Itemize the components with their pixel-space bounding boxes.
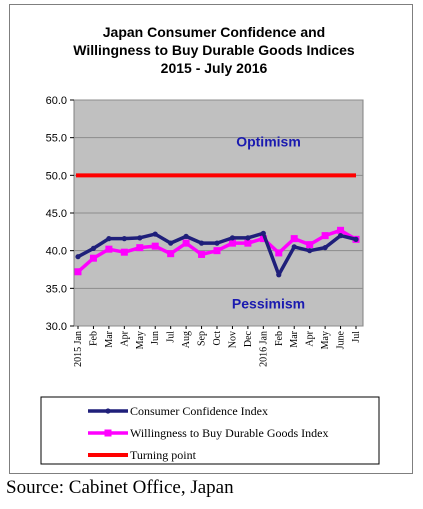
chart-title-line-3: 2015 - July 2016	[161, 60, 268, 76]
data-point-durable-goods	[337, 226, 345, 234]
y-tick-label: 55.0	[46, 133, 67, 145]
data-point-consumer-confidence	[168, 240, 174, 246]
legend: Consumer Confidence Index Willingness to …	[40, 396, 380, 465]
data-point-consumer-confidence	[121, 236, 127, 242]
data-point-consumer-confidence	[276, 272, 282, 278]
data-point-consumer-confidence	[106, 236, 112, 242]
legend-box	[40, 396, 380, 465]
x-tick-label: Nov	[227, 331, 238, 348]
y-tick-label: 50.0	[46, 170, 67, 182]
chart-title: Japan Consumer Confidence and Willingnes…	[73, 24, 355, 76]
x-tick-label: Feb	[88, 331, 99, 346]
x-tick-label: Mar	[104, 330, 115, 347]
data-point-consumer-confidence	[353, 236, 359, 242]
data-point-durable-goods	[275, 249, 283, 257]
x-tick-label: Feb	[274, 331, 285, 346]
source-note: Source: Cabinet Office, Japan	[6, 477, 234, 498]
data-point-durable-goods	[228, 239, 236, 247]
data-point-durable-goods	[120, 248, 128, 256]
data-point-durable-goods	[290, 235, 298, 243]
annotation-optimism: Optimism	[236, 133, 301, 149]
x-axis-ticks: 2015 Jan Feb Mar Apr May Jun Jul Aug Sep Oct Nov De…	[73, 326, 362, 367]
data-point-consumer-confidence	[214, 240, 220, 246]
data-point-consumer-confidence	[75, 254, 81, 260]
chart-title-line-2: Willingness to Buy Durable Goods Indices	[73, 42, 355, 58]
data-point-durable-goods	[244, 239, 252, 247]
x-tick-label: June	[336, 330, 347, 349]
legend-label: Consumer Confidence Index	[130, 404, 268, 418]
y-tick-label: 40.0	[46, 246, 67, 258]
data-point-consumer-confidence	[90, 245, 97, 252]
data-point-durable-goods	[321, 232, 329, 240]
x-tick-label: Jul	[351, 331, 362, 343]
x-tick-label: Jun	[150, 331, 161, 345]
x-tick-label: Mar	[289, 330, 300, 347]
data-point-consumer-confidence	[137, 235, 143, 241]
data-point-consumer-confidence	[322, 245, 328, 251]
data-point-consumer-confidence	[291, 244, 297, 250]
y-tick-label: 45.0	[46, 208, 67, 220]
data-point-durable-goods	[259, 235, 267, 243]
x-tick-label: Apr	[305, 330, 316, 346]
x-tick-label: Oct	[212, 331, 223, 346]
data-point-durable-goods	[182, 239, 190, 247]
x-tick-label: 2016 Jan	[258, 331, 269, 367]
data-point-consumer-confidence	[152, 231, 158, 237]
chart-svg: Japan Consumer Confidence and Willingnes…	[40, 24, 380, 465]
y-tick-label: 60.0	[46, 95, 67, 107]
data-point-consumer-confidence	[245, 235, 251, 241]
data-point-consumer-confidence	[337, 233, 344, 239]
legend-label: Turning point	[130, 448, 197, 462]
annotations: Optimism Pessimism	[232, 133, 305, 311]
x-tick-label: Sep	[197, 331, 208, 346]
data-point-durable-goods	[198, 250, 206, 258]
data-point-consumer-confidence	[183, 233, 189, 239]
data-point-durable-goods	[136, 244, 144, 252]
chart-title-line-1: Japan Consumer Confidence and	[103, 24, 325, 40]
data-point-consumer-confidence	[260, 230, 266, 236]
series-layer	[74, 173, 360, 278]
data-point-durable-goods	[213, 247, 221, 255]
y-tick-label: 35.0	[46, 283, 67, 295]
data-point-durable-goods	[306, 241, 314, 249]
data-point-durable-goods	[167, 250, 175, 258]
data-point-durable-goods	[151, 242, 159, 250]
x-tick-label: May	[320, 331, 331, 349]
data-point-durable-goods	[74, 268, 82, 276]
y-tick-label: 30.0	[46, 321, 67, 333]
annotation-pessimism: Pessimism	[232, 295, 305, 311]
x-tick-label: Dec	[243, 330, 254, 347]
data-point-consumer-confidence	[198, 240, 205, 246]
data-point-durable-goods	[105, 245, 113, 253]
x-tick-label: Aug	[181, 331, 192, 348]
data-point-consumer-confidence	[307, 248, 313, 254]
legend-swatch-marker	[104, 429, 112, 437]
x-tick-label: Jul	[166, 331, 177, 343]
x-tick-label: 2015 Jan	[73, 331, 84, 367]
legend-swatch-marker	[105, 408, 111, 414]
x-tick-label: Apr	[119, 330, 130, 346]
data-point-consumer-confidence	[229, 235, 236, 241]
y-axis-ticks: 30.0 35.0 40.0 45.0 50.0 55.0 60.0	[46, 95, 74, 333]
data-point-durable-goods	[89, 254, 97, 262]
x-tick-label: May	[135, 331, 146, 349]
legend-label: Willingness to Buy Durable Goods Index	[130, 426, 329, 440]
